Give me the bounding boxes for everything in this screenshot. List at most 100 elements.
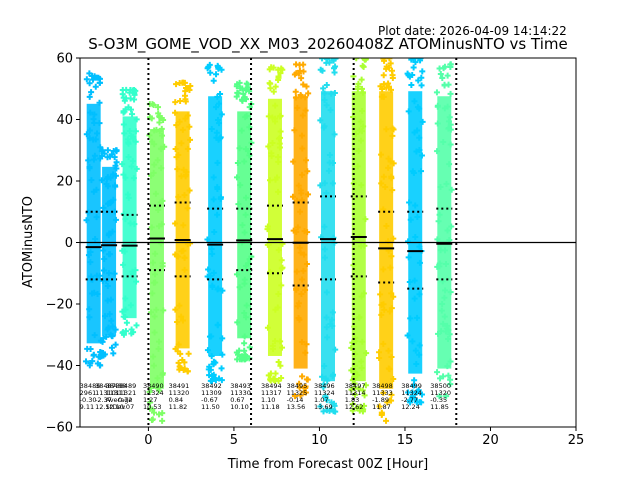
orbit-count-label: 11330 — [230, 389, 251, 397]
orbit-number-label: 38497 — [345, 382, 366, 390]
data-point — [388, 391, 395, 398]
overlay-label: Average — [106, 396, 133, 404]
data-point — [241, 340, 248, 347]
data-point — [155, 110, 162, 117]
data-point — [297, 392, 304, 399]
data-point — [108, 344, 115, 351]
orbit-mean-label: -0.35 — [430, 396, 447, 404]
data-point — [362, 382, 369, 389]
data-point — [123, 319, 130, 326]
data-point — [332, 58, 339, 62]
point-density-band — [208, 96, 223, 356]
data-point — [234, 81, 241, 88]
point-density-band — [293, 96, 308, 369]
data-point — [181, 365, 188, 372]
data-point — [304, 376, 311, 383]
data-point — [96, 79, 103, 86]
data-point — [123, 86, 130, 93]
orbit-stdev-label: 11.87 — [372, 403, 391, 411]
data-point — [303, 83, 310, 90]
data-point — [180, 79, 187, 86]
orbit-mean-label: 1.27 — [143, 396, 157, 404]
orbit-count-label: 11320 — [169, 389, 190, 397]
data-point — [436, 65, 443, 72]
orbit-count-label: 11317 — [261, 389, 282, 397]
data-point — [419, 68, 426, 75]
data-point — [332, 408, 339, 415]
data-point — [149, 416, 156, 423]
data-point — [125, 104, 132, 111]
data-point — [447, 90, 454, 97]
orbit-number-label: 38500 — [430, 382, 451, 390]
data-point — [378, 412, 385, 418]
data-point — [388, 397, 395, 404]
data-point — [133, 322, 140, 329]
data-point — [359, 408, 366, 415]
orbit-series-38491 — [172, 79, 194, 375]
x-tick-label: 20 — [482, 433, 499, 448]
y-tick-label: −40 — [46, 359, 73, 374]
data-point — [355, 80, 362, 87]
orbit-series-38498 — [376, 58, 397, 424]
data-point — [156, 119, 163, 126]
data-point — [98, 353, 105, 360]
y-tick-label: −60 — [46, 421, 73, 436]
data-point — [323, 397, 330, 404]
orbit-stdev-label: 9.11 — [80, 403, 94, 411]
data-point — [355, 385, 362, 392]
data-point — [246, 88, 253, 95]
orbit-series-38496 — [317, 58, 339, 415]
data-point — [270, 64, 277, 71]
data-point — [120, 329, 127, 336]
orbit-count-label: 11310 — [95, 389, 116, 397]
data-point — [360, 63, 367, 70]
data-point — [160, 117, 167, 124]
orbit-count-label: 11324 — [401, 389, 422, 397]
data-point — [89, 358, 96, 365]
data-point — [99, 147, 106, 154]
data-point — [437, 71, 444, 78]
orbit-count-label: 11325 — [287, 389, 308, 397]
orbit-stdev-label: 12.12 — [95, 403, 114, 411]
data-point — [159, 417, 166, 424]
orbit-mean-label: 0.84 — [169, 396, 183, 404]
data-point — [241, 347, 248, 354]
orbit-mean-label: 1.83 — [345, 396, 359, 404]
data-point — [121, 108, 128, 115]
data-point — [408, 81, 415, 88]
data-point — [324, 58, 331, 63]
data-point — [243, 96, 250, 103]
data-point — [447, 381, 454, 388]
data-point — [299, 373, 306, 380]
orbit-count-label: 11324 — [143, 389, 164, 397]
orbit-mean-label: -2.37 — [95, 396, 112, 404]
orbit-mean-label: -0.14 — [287, 396, 304, 404]
data-point — [126, 89, 133, 96]
data-point — [361, 392, 368, 399]
orbit-count-label: 11314 — [345, 389, 366, 397]
data-point — [206, 372, 213, 379]
data-point — [246, 104, 253, 111]
data-point — [413, 399, 420, 406]
data-point — [439, 74, 446, 81]
data-point — [410, 58, 417, 63]
data-point — [121, 97, 128, 104]
data-point — [381, 58, 388, 64]
y-tick-label: −20 — [46, 298, 73, 313]
data-point — [441, 82, 448, 89]
orbit-number-label: 38487 — [95, 382, 116, 390]
data-point — [296, 384, 303, 391]
orbit-series-38492 — [204, 61, 226, 384]
data-point — [358, 85, 365, 92]
data-point — [83, 76, 90, 83]
data-point — [380, 72, 387, 79]
data-point — [86, 362, 93, 369]
data-point — [302, 385, 309, 392]
data-point — [174, 348, 181, 355]
data-point — [275, 73, 282, 80]
data-point — [182, 88, 189, 95]
orbit-series-38495 — [289, 61, 312, 400]
data-point — [218, 377, 225, 384]
x-tick-label: 25 — [568, 433, 585, 448]
